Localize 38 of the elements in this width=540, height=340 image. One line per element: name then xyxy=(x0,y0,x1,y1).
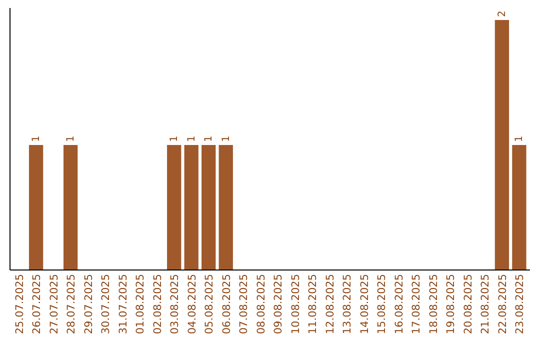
x-tick-label: 13.08.2025 xyxy=(342,274,354,334)
x-tick-label: 10.08.2025 xyxy=(290,274,302,334)
x-tick-label: 11.08.2025 xyxy=(307,274,320,334)
x-tick-label: 03.08.2025 xyxy=(169,274,182,334)
data-label: 1 xyxy=(204,136,215,142)
x-tick-label: 26.07.2025 xyxy=(31,274,44,334)
x-tick-label: 23.08.2025 xyxy=(514,274,526,334)
data-label: 1 xyxy=(220,136,232,142)
data-label: 2 xyxy=(496,10,508,17)
x-tick-label: 28.07.2025 xyxy=(66,274,78,334)
x-tick-label: 04.08.2025 xyxy=(186,274,198,334)
x-tick-label: 14.08.2025 xyxy=(358,274,371,334)
x-tick-label: 01.08.2025 xyxy=(134,274,147,334)
x-tick-label: 15.08.2025 xyxy=(376,274,388,334)
data-label: 1 xyxy=(514,136,526,142)
x-tick-label: 22.08.2025 xyxy=(496,274,509,334)
x-tick-label: 16.08.2025 xyxy=(393,274,406,334)
x-tick-label: 02.08.2025 xyxy=(152,274,164,334)
x-tick-label: 06.08.2025 xyxy=(220,274,233,334)
x-tick-label: 30.07.2025 xyxy=(100,274,112,334)
data-label: 1 xyxy=(186,136,198,142)
x-tick-label: 20.08.2025 xyxy=(462,274,474,334)
x-tick-label: 12.08.2025 xyxy=(324,274,336,334)
x-tick-label: 18.08.2025 xyxy=(428,274,440,334)
x-tick-label: 09.08.2025 xyxy=(272,274,285,334)
data-label: 1 xyxy=(31,136,42,142)
x-tick-label: 31.07.2025 xyxy=(117,274,130,334)
x-tick-label: 25.07.2025 xyxy=(14,274,26,334)
x-tick-label: 17.08.2025 xyxy=(410,274,423,334)
x-tick-label: 21.08.2025 xyxy=(480,274,492,334)
x-tick-label: 07.08.2025 xyxy=(238,274,250,334)
data-label: 1 xyxy=(66,136,77,142)
x-tick-label: 29.07.2025 xyxy=(82,274,95,334)
x-tick-label: 08.08.2025 xyxy=(255,274,268,334)
x-tick-label: 27.07.2025 xyxy=(48,274,60,334)
data-label: 1 xyxy=(169,136,180,142)
x-tick-label: 19.08.2025 xyxy=(445,274,458,334)
x-tick-label: 05.08.2025 xyxy=(204,274,216,334)
